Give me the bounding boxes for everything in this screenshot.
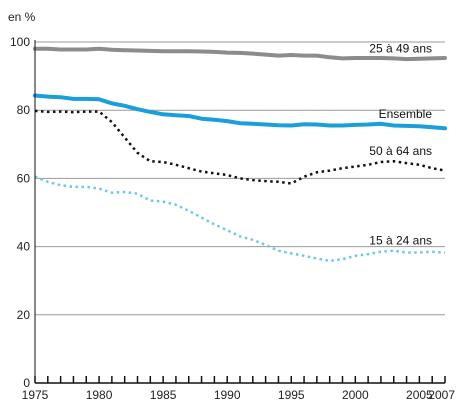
x-tick-label-2000: 2000 [342, 388, 369, 402]
x-tick-label-2007: 2007 [428, 388, 455, 402]
series-line-3 [34, 175, 446, 263]
x-tick-label-1990: 1990 [214, 388, 241, 402]
series-label-2: 50 à 64 ans [369, 144, 432, 158]
series-line-1 [33, 93, 447, 131]
y-unit-label: en % [8, 10, 36, 24]
x-tick-label-1995: 1995 [278, 388, 305, 402]
x-tick-label-1985: 1985 [150, 388, 177, 402]
series-label-3: 15 à 24 ans [369, 233, 432, 247]
series-label-0: 25 à 49 ans [369, 42, 432, 56]
x-tick-label-1980: 1980 [86, 388, 113, 402]
gridlines [35, 41, 445, 316]
y-tick-label-60: 60 [17, 171, 31, 185]
series-labels: 25 à 49 ans Ensemble 50 à 64 ans 15 à 24 an… [369, 42, 432, 248]
series-line-0 [33, 46, 447, 62]
x-tick-label-2005: 2005 [406, 388, 433, 402]
series-label-1: Ensemble [379, 107, 433, 121]
series-lines [33, 46, 447, 263]
series-line-2 [34, 109, 446, 185]
x-tick-label-1975: 1975 [22, 388, 49, 402]
y-tick-label-80: 80 [17, 103, 31, 117]
y-tick-label-100: 100 [10, 35, 30, 49]
axes: 0 20 40 60 80 100 1975 1980 1985 1990 1995 2000 2005… [10, 35, 455, 402]
y-tick-label-20: 20 [17, 308, 31, 322]
y-tick-label-0: 0 [23, 376, 30, 390]
y-tick-label-40: 40 [17, 240, 31, 254]
